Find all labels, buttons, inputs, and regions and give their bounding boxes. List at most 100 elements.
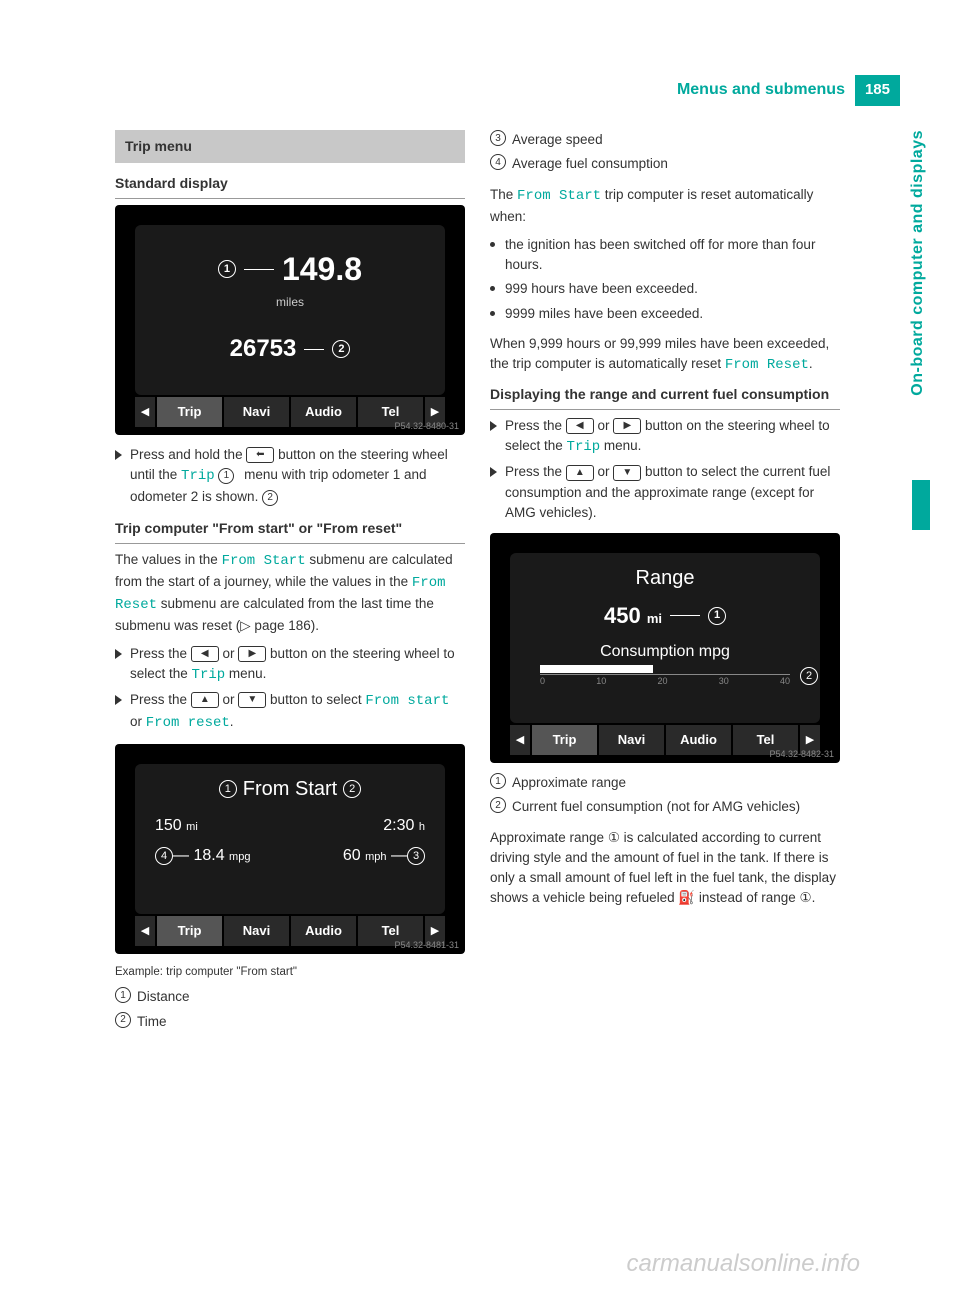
callout-2-icon: 2 (343, 780, 361, 798)
callout-1-icon: 1 (490, 773, 506, 789)
image-id: P54.32-8480-31 (394, 420, 459, 434)
miles-label: miles (145, 293, 435, 311)
nav-tab-trip: Trip (532, 725, 597, 755)
subhead-range-consumption: Displaying the range and current fuel co… (490, 384, 840, 410)
consumption-bar (540, 665, 653, 673)
instruction-step: Press the ◀ or ▶ button on the steering … (115, 644, 465, 686)
right-button-icon: ▶ (613, 418, 641, 434)
trip-miles-value: 149.8 (282, 245, 362, 293)
callout-3-icon: 3 (407, 847, 425, 865)
callout-2-icon: 2 (332, 340, 350, 358)
nav-tab-audio: Audio (291, 397, 356, 427)
callout-1-icon: 1 (218, 260, 236, 278)
paragraph-range-explain: Approximate range ① is calculated accord… (490, 828, 840, 909)
page-number: 185 (855, 75, 900, 106)
subhead-standard-display: Standard display (115, 173, 465, 199)
nav-left-arrow-icon: ◀ (510, 725, 530, 755)
image-id: P54.32-8481-31 (394, 939, 459, 953)
range-title: Range (520, 563, 810, 593)
consumption-scale: 0 10 20 30 40 2 (540, 674, 790, 692)
callout-3-icon: 3 (490, 130, 506, 146)
up-button-icon: ▲ (191, 692, 219, 708)
left-button-icon: ◀ (566, 418, 594, 434)
dot-bullet-icon (490, 311, 495, 316)
from-start-mono: From Start (222, 553, 306, 569)
mph-val: 60 mph —3 (343, 844, 425, 868)
legend-avg-fuel: Average fuel consumption (512, 154, 668, 174)
screenshot-inner: Range 450 mi 1 Consumption mpg 0 10 20 3… (510, 553, 820, 723)
trip-mono: Trip (567, 439, 601, 455)
legend-consumption: Current fuel consumption (not for AMG ve… (512, 797, 800, 817)
watermark: carmanualsonline.info (627, 1246, 860, 1282)
trip-mono: Trip (192, 667, 226, 683)
bullet-list: the ignition has been switched off for m… (490, 235, 840, 324)
down-button-icon: ▼ (238, 692, 266, 708)
trip-odometer-row: 1 149.8 (145, 245, 435, 293)
odometer-row: 26753 2 (145, 331, 435, 367)
instruction-step: Press and hold the ⬅ button on the steer… (115, 445, 465, 508)
from-start-mono: From start (365, 693, 449, 709)
screenshot-range: Range 450 mi 1 Consumption mpg 0 10 20 3… (490, 533, 840, 763)
instruction-list: Press the ◀ or ▶ button on the steering … (490, 416, 840, 523)
paragraph: When 9,999 hours or 99,999 miles have be… (490, 334, 840, 376)
paragraph: The From Start trip computer is reset au… (490, 185, 840, 227)
from-start-title: From Start (243, 774, 337, 804)
callout-1-icon: 1 (218, 468, 234, 484)
triangle-bullet-icon (115, 649, 122, 659)
list-item: 999 hours have been exceeded. (490, 279, 840, 299)
step-text: Press the ▲ or ▼ button to select the cu… (505, 462, 840, 523)
nav-left-arrow-icon: ◀ (135, 916, 155, 946)
page-header: Menus and submenus 185 (677, 75, 900, 106)
step-text: Press the ◀ or ▶ button on the steering … (505, 416, 840, 458)
callout-2-icon: 2 (800, 667, 818, 685)
instruction-step: Press the ▲ or ▼ button to select the cu… (490, 462, 840, 523)
triangle-bullet-icon (115, 695, 122, 705)
nav-tab-audio: Audio (291, 916, 356, 946)
callout-4-icon: 4 (490, 154, 506, 170)
back-button-icon: ⬅ (246, 447, 274, 463)
ss2-row1: 150 mi 2:30 h (145, 814, 435, 838)
up-button-icon: ▲ (566, 465, 594, 481)
callout-4-icon: 4 (155, 847, 173, 865)
callout-1-icon: 1 (219, 780, 237, 798)
range-value-row: 450 mi 1 (520, 599, 810, 632)
ss2-row2: 4— 18.4 mpg 60 mph —3 (145, 844, 435, 868)
step-text: Press the ◀ or ▶ button on the steering … (130, 644, 465, 686)
from-start-mono: From Start (517, 188, 601, 204)
step-text: Press and hold the ⬅ button on the steer… (130, 445, 465, 508)
instruction-list: Press and hold the ⬅ button on the steer… (115, 445, 465, 508)
subhead-trip-computer: Trip computer "From start" or "From rese… (115, 518, 465, 544)
down-button-icon: ▼ (613, 465, 641, 481)
triangle-bullet-icon (490, 467, 497, 477)
left-column: Trip menu Standard display 1 149.8 miles… (115, 130, 465, 1036)
legend-row: 1Approximate range (490, 773, 840, 793)
legend-row: 3Average speed (490, 130, 840, 150)
odometer-value: 26753 (230, 331, 297, 367)
legend-row: 4 Average fuel consumption (490, 154, 840, 174)
screenshot-from-start: 1 From Start 2 150 mi 2:30 h 4— 18.4 mpg… (115, 744, 465, 954)
image-id: P54.32-8482-31 (769, 748, 834, 762)
header-title: Menus and submenus (677, 78, 845, 102)
screenshot-inner: 1 149.8 miles 26753 2 (135, 225, 445, 395)
nav-tab-audio: Audio (666, 725, 731, 755)
instruction-list: Press the ◀ or ▶ button on the steering … (115, 644, 465, 734)
dot-bullet-icon (490, 242, 495, 247)
section-trip-menu: Trip menu (115, 130, 465, 163)
dot-bullet-icon (490, 286, 495, 291)
content-area: Trip menu Standard display 1 149.8 miles… (115, 130, 840, 1036)
callout-2-icon: 2 (490, 797, 506, 813)
triangle-bullet-icon (490, 421, 497, 431)
mpg-val: 4— 18.4 mpg (155, 844, 250, 868)
triangle-bullet-icon (115, 450, 122, 460)
ss2-title-row: 1 From Start 2 (145, 774, 435, 804)
range-value: 450 mi (604, 599, 662, 632)
nav-tab-trip: Trip (157, 397, 222, 427)
legend-distance: Distance (137, 987, 190, 1007)
callout-1-icon: 1 (708, 607, 726, 625)
callout-2-icon: 2 (115, 1012, 131, 1028)
side-tab-marker (912, 480, 930, 530)
legend-row: 1 Distance (115, 987, 465, 1007)
callout-1-icon: 1 (115, 987, 131, 1003)
instruction-step: Press the ▲ or ▼ button to select From s… (115, 690, 465, 734)
distance-val: 150 mi (155, 814, 198, 838)
